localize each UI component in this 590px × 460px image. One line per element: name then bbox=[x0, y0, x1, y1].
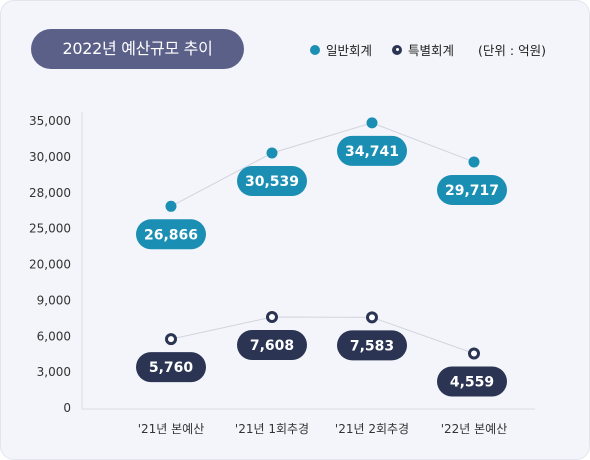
general-point bbox=[266, 147, 278, 159]
legend-special-label: 특별회계 bbox=[408, 43, 455, 58]
value-label: 34,741 bbox=[345, 144, 399, 160]
special-point bbox=[366, 311, 378, 324]
value-pill-bg bbox=[437, 366, 507, 397]
y-tick-label: 6,000 bbox=[37, 329, 71, 343]
value-label: 7,583 bbox=[350, 338, 394, 354]
y-tick-label: 9,000 bbox=[37, 293, 71, 307]
general-value-pill: 29,717 bbox=[437, 174, 507, 205]
value-label: 29,717 bbox=[445, 183, 499, 199]
series-lines bbox=[170, 122, 475, 354]
y-tick-label: 20,000 bbox=[29, 258, 71, 272]
y-tick-label: 3,000 bbox=[37, 365, 71, 379]
legend: 일반회계 특별회계 (단위 : 억원) bbox=[310, 40, 546, 59]
x-category-label: '22년 본예산 bbox=[441, 422, 508, 436]
general-value-pill: 30,539 bbox=[237, 166, 307, 197]
special-point bbox=[468, 347, 480, 360]
x-category-labels: '21년 본예산 '21년 1회추경 '21년 2회추경 '22년 본예산 bbox=[138, 422, 508, 436]
general-point bbox=[366, 117, 378, 129]
value-pill-bg bbox=[237, 330, 307, 361]
special-series-line bbox=[170, 316, 475, 354]
value-pill-bg bbox=[337, 330, 407, 361]
y-tick-label: 28,000 bbox=[29, 186, 71, 200]
value-pill-bg bbox=[337, 135, 407, 166]
value-pill-bg bbox=[136, 352, 206, 383]
y-tick-label: 25,000 bbox=[29, 222, 71, 236]
y-tick-label: 30,000 bbox=[29, 150, 71, 164]
special-value-pill: 5,760 bbox=[136, 352, 206, 383]
special-point bbox=[165, 333, 177, 346]
x-category-label: '21년 본예산 bbox=[138, 422, 205, 436]
general-point bbox=[165, 200, 177, 212]
value-label: 30,539 bbox=[245, 174, 299, 190]
special-ring-icon bbox=[392, 44, 403, 55]
y-tick-labels: 35,000 30,000 28,000 25,000 20,000 9,000 6,000… bbox=[29, 114, 71, 415]
y-tick-label: 35,000 bbox=[29, 114, 71, 128]
y-tick-label: 0 bbox=[63, 401, 71, 415]
series-markers bbox=[165, 117, 480, 360]
special-value-pill: 7,608 bbox=[237, 330, 307, 361]
x-category-label: '21년 1회추경 bbox=[235, 422, 309, 436]
legend-general-label: 일반회계 bbox=[326, 43, 373, 58]
general-value-pill: 26,866 bbox=[136, 219, 206, 250]
legend-item-general: 일반회계 bbox=[310, 40, 372, 59]
general-series-line bbox=[170, 122, 475, 207]
general-dot-icon bbox=[310, 44, 320, 55]
special-point bbox=[266, 311, 278, 324]
general-point bbox=[468, 156, 480, 168]
value-pill-bg bbox=[136, 219, 206, 250]
value-label: 5,760 bbox=[149, 360, 194, 376]
x-category-label: '21년 2회추경 bbox=[335, 422, 409, 436]
value-label: 26,866 bbox=[144, 227, 198, 243]
value-label: 7,608 bbox=[250, 338, 294, 354]
chart-title: 2022년 예산규모 추이 bbox=[31, 29, 244, 69]
special-value-pill: 4,559 bbox=[437, 366, 507, 397]
legend-item-special: 특별회계 bbox=[392, 40, 454, 59]
data-label-pills: 26,866 30,539 34,741 29,717 5,760 7,608 7,583 4… bbox=[136, 135, 507, 397]
value-label: 4,559 bbox=[450, 374, 494, 390]
general-value-pill: 34,741 bbox=[337, 135, 407, 166]
value-pill-bg bbox=[237, 166, 307, 197]
value-pill-bg bbox=[437, 174, 507, 205]
special-value-pill: 7,583 bbox=[337, 330, 407, 361]
unit-label: (단위 : 억원) bbox=[478, 43, 546, 58]
